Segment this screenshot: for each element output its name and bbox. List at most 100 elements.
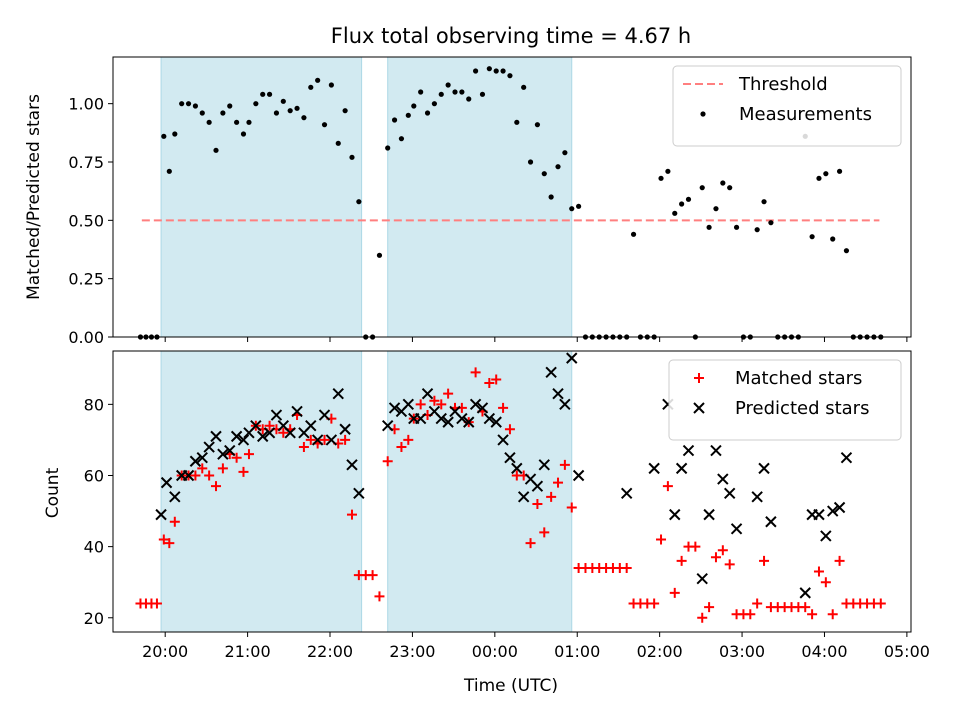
matched-stars-point — [278, 427, 289, 438]
x-tick-label: 21:00 — [225, 642, 271, 661]
x-tick-label: 22:00 — [307, 642, 353, 661]
measurement-point — [569, 206, 575, 212]
measurement-point — [452, 89, 458, 95]
measurement-point — [335, 140, 341, 146]
top-axes-frame — [112, 56, 912, 338]
matched-stars-point — [403, 434, 414, 445]
top-shaded-interval — [387, 56, 573, 338]
measurement-point — [830, 236, 836, 242]
predicted-stars-point — [566, 352, 578, 364]
bottom-shaded-interval — [387, 350, 573, 633]
x-tick-label: 03:00 — [719, 642, 765, 661]
measurement-point — [816, 175, 822, 181]
measurement-point — [266, 91, 273, 97]
predicted-stars-point — [682, 444, 695, 457]
top-y-tick-label: 0.00 — [68, 328, 104, 347]
predicted-stars-point — [442, 416, 454, 428]
measurement-point — [179, 101, 185, 107]
measurement-point — [672, 210, 678, 216]
predicted-stars-point — [237, 434, 250, 446]
measurement-point — [220, 110, 226, 116]
measurement-point — [493, 68, 499, 74]
measurement-point — [466, 96, 472, 102]
predicted-stars-point — [572, 469, 585, 482]
matched-stars-point — [319, 434, 330, 445]
bottom-y-tick-label: 60 — [84, 466, 104, 485]
matched-stars-point — [231, 452, 242, 463]
bottom-shaded-interval — [160, 350, 363, 633]
measurement-point — [405, 112, 411, 118]
matched-stars-point — [807, 609, 818, 620]
measurement-point — [685, 196, 692, 202]
matched-stars-point — [676, 555, 687, 566]
matched-stars-point — [539, 527, 550, 538]
measurement-point — [562, 150, 568, 156]
measurement-point — [192, 103, 199, 109]
measurement-point — [527, 159, 534, 165]
measurement-point — [823, 171, 829, 177]
matched-stars-point — [151, 598, 162, 609]
bottom-y-tick-label: 40 — [84, 538, 104, 557]
predicted-stars-point — [765, 516, 777, 528]
matched-stars-point — [396, 442, 407, 453]
predicted-stars-point — [559, 398, 571, 411]
measurement-point — [166, 168, 172, 174]
predicted-stars-point — [531, 480, 544, 492]
matched-stars-point — [443, 388, 454, 399]
matched-stars-point — [504, 424, 515, 435]
measurement-point — [398, 136, 405, 142]
measurement-point — [294, 105, 300, 111]
measurement-point — [385, 145, 391, 151]
matched-stars-point — [305, 434, 316, 445]
measurement-point — [809, 234, 815, 240]
predicted-stars-point — [696, 572, 708, 585]
measurement-point — [418, 89, 424, 95]
measurement-point — [768, 220, 774, 226]
measurement-point — [679, 201, 685, 207]
matched-stars-point — [525, 538, 536, 549]
matched-stars-point — [649, 598, 660, 609]
measurement-point — [273, 110, 280, 116]
predicted-stars-point — [435, 412, 447, 425]
matched-stars-point — [834, 555, 845, 566]
matched-stars-point — [553, 477, 564, 488]
measurement-point — [315, 77, 321, 83]
predicted-stars-point — [217, 448, 229, 460]
matched-stars-point — [820, 577, 831, 588]
measurement-point — [280, 98, 286, 104]
predicted-stars-point — [456, 412, 468, 425]
matched-stars-point — [669, 587, 680, 598]
matched-stars-point — [752, 598, 763, 609]
measurement-point — [576, 203, 582, 209]
matched-stars-point — [190, 470, 201, 481]
bottom-y-tick-label: 20 — [84, 609, 104, 628]
predicted-stars-point — [381, 419, 394, 432]
measurement-point — [720, 180, 726, 186]
measurement-point — [836, 168, 843, 174]
measurement-point — [431, 101, 437, 107]
predicted-stars-point — [230, 430, 243, 443]
matched-stars-point — [704, 602, 715, 613]
legend-label: Matched stars — [735, 368, 862, 389]
top-legend-box — [672, 65, 902, 147]
measurement-point — [761, 199, 767, 205]
bottom-legend: Matched stars Predicted stars — [668, 359, 902, 441]
predicted-stars-point — [203, 441, 215, 453]
measurement-point — [727, 185, 733, 191]
matched-stars-point — [759, 555, 770, 566]
predicted-stars-point — [402, 398, 415, 411]
legend-label: Predicted stars — [735, 398, 869, 419]
matched-stars-point — [813, 566, 824, 577]
matched-stars-point — [374, 591, 385, 602]
predicted-stars-point — [311, 434, 324, 446]
predicted-stars-point — [414, 412, 427, 425]
predicted-stars-point — [182, 469, 195, 482]
predicted-stars-point — [210, 430, 222, 443]
predicted-stars-point — [840, 452, 853, 464]
measurement-point — [713, 206, 719, 212]
matched-stars-point — [158, 534, 169, 545]
predicted-stars-point — [318, 409, 331, 421]
legend-label: Threshold — [738, 74, 828, 95]
measurement-point — [308, 84, 314, 90]
matched-stars-point — [559, 459, 570, 470]
